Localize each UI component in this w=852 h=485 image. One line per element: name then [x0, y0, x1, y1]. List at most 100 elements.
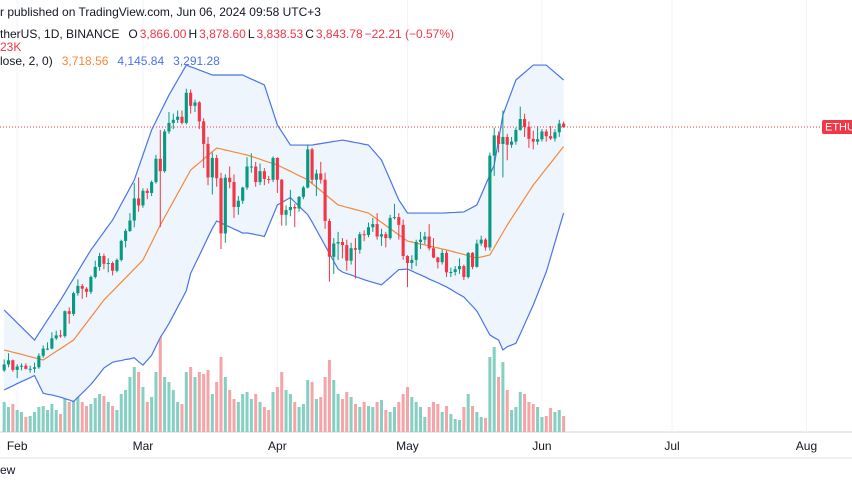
volume-bar — [471, 406, 475, 432]
volume-bar — [232, 399, 236, 432]
volume-bar — [327, 360, 331, 432]
candle-body — [24, 365, 28, 369]
volume-bar — [453, 419, 457, 432]
volume-bar — [362, 402, 366, 432]
volume-bar — [50, 404, 54, 432]
volume-bar — [431, 402, 436, 432]
candle-body — [284, 210, 288, 215]
candle-body — [423, 236, 427, 240]
candle-body — [518, 119, 522, 130]
candle-body — [323, 179, 327, 221]
volume-bar — [145, 402, 149, 432]
volume-bar — [284, 390, 288, 432]
candle-body — [258, 171, 262, 183]
volume-text: 23K — [0, 40, 22, 54]
volume-bar — [557, 410, 561, 432]
volume-bar — [314, 399, 318, 432]
volume-bar — [128, 377, 132, 432]
candle-body — [163, 131, 167, 172]
volume-bar — [549, 408, 553, 432]
volume-bar — [484, 418, 488, 432]
volume-bar — [171, 390, 175, 432]
volume-bar — [405, 387, 410, 432]
candle-body — [137, 198, 141, 206]
candle-body — [418, 239, 423, 242]
candle-body — [336, 241, 340, 244]
x-tick-label: Apr — [268, 439, 287, 453]
volume-bar — [375, 402, 379, 432]
volume-bar — [353, 404, 357, 432]
candle-body — [531, 138, 535, 142]
ohlc-value: 3,866.00 — [139, 27, 187, 41]
candle-body — [145, 190, 149, 193]
candle-body — [124, 230, 128, 241]
candle-body — [154, 158, 158, 183]
candle-body — [514, 129, 518, 142]
candle-body — [202, 121, 206, 144]
volume-bar — [106, 402, 110, 432]
candle-body — [128, 220, 132, 231]
ohlc-value: 3,838.53 — [256, 27, 304, 41]
volume-bar — [280, 372, 284, 432]
candle-body — [362, 234, 366, 236]
volume-bar — [76, 394, 80, 432]
candle-body — [2, 364, 6, 371]
volume-bar — [223, 377, 227, 432]
overlay: ETHUS — [0, 120, 852, 135]
candle-body — [6, 360, 11, 365]
volume-bar — [358, 407, 362, 432]
volume-bar — [2, 402, 6, 432]
candle-body — [150, 182, 154, 193]
candle-body — [206, 143, 210, 178]
volume-bar — [98, 394, 102, 432]
volume-bar — [323, 377, 327, 432]
candle-body — [397, 217, 401, 225]
candle-body — [245, 166, 249, 188]
symbol-text: therUS, 1D, BINANCE — [0, 27, 120, 41]
volume-bar — [15, 410, 19, 432]
volume-bar — [254, 394, 258, 432]
volume-bar — [28, 416, 32, 432]
volume-bar — [418, 407, 423, 432]
volume-bar — [132, 367, 136, 432]
volume-bar — [37, 407, 41, 432]
candle-body — [19, 365, 24, 367]
volume-bar — [24, 417, 28, 432]
x-tick-label: Aug — [796, 439, 817, 453]
candle-body — [405, 255, 410, 263]
band-fill — [4, 65, 564, 402]
published-text: r published on TradingView.com, Jun 06, … — [0, 5, 321, 19]
x-tick-label: Feb — [7, 439, 28, 453]
candle-body — [488, 155, 492, 248]
candle-body — [440, 252, 444, 263]
candle-body — [475, 243, 479, 267]
volume-bar — [544, 416, 548, 432]
candle-body — [193, 102, 197, 106]
candle-body — [184, 92, 188, 123]
candle-body — [540, 131, 544, 140]
x-tick-label: Jul — [664, 439, 679, 453]
volume-bar — [271, 392, 275, 432]
volume-bar — [80, 402, 84, 432]
volume-bar — [462, 407, 466, 432]
candle-body — [306, 149, 310, 188]
bb-value: 3,718.56 — [61, 54, 109, 68]
volume-bar — [63, 397, 67, 432]
candle-body — [98, 255, 102, 267]
bb-value: 3,291.28 — [173, 54, 220, 68]
volume-bar — [267, 410, 271, 432]
candle-body — [119, 240, 123, 260]
candle-body — [71, 293, 76, 314]
volume-bar — [479, 417, 483, 432]
price-label-box — [822, 120, 852, 135]
volume-bar — [466, 394, 470, 432]
candle-body — [371, 224, 375, 228]
volume-bar — [501, 362, 505, 432]
candle-body — [32, 367, 37, 369]
volume-bar — [505, 390, 509, 432]
candle-body — [106, 262, 110, 264]
volume-bar — [46, 410, 50, 432]
volume-bar — [102, 396, 106, 432]
footer-text: ew — [0, 463, 16, 477]
bb-label: lose, 2, 0) — [0, 54, 53, 68]
